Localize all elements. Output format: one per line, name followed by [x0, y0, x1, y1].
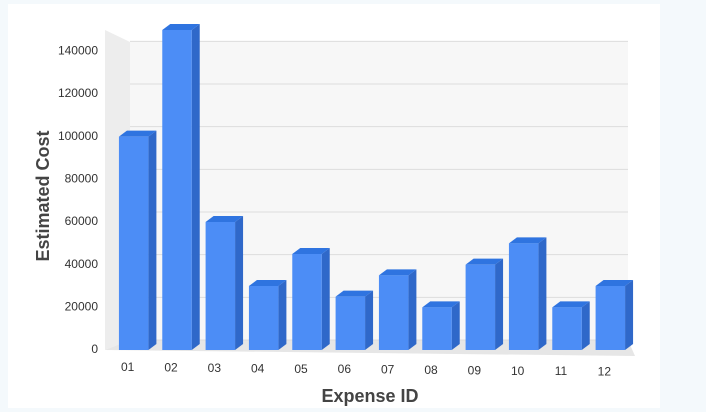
bar-top [118, 130, 157, 137]
x-axis-title: Expense ID [321, 386, 418, 406]
y-tick-label: 40000 [65, 257, 99, 271]
bar-top [162, 24, 200, 30]
x-tick-label: 11 [555, 364, 568, 378]
x-tick-label: 06 [338, 362, 352, 376]
bar [118, 136, 149, 350]
y-tick-label: 100000 [58, 129, 98, 143]
y-tick-label: 80000 [65, 172, 99, 186]
y-tick-label: 0 [91, 342, 98, 356]
bar-side [278, 280, 287, 350]
bar [422, 307, 452, 350]
x-tick-label: 08 [424, 363, 438, 377]
bar [335, 296, 366, 350]
bar [378, 275, 409, 350]
y-tick-label: 120000 [58, 86, 98, 100]
bar [508, 243, 539, 350]
bar [205, 222, 236, 350]
x-tick-label: 02 [164, 361, 178, 375]
x-tick-label: 09 [468, 363, 482, 377]
y-tick-label: 140000 [58, 44, 98, 58]
bar-side [235, 216, 244, 350]
bar [552, 307, 582, 350]
bar-side [408, 269, 417, 350]
bar-side [148, 130, 157, 350]
bar-top [595, 280, 634, 286]
back-wall [130, 42, 628, 340]
x-tick-label: 03 [208, 361, 222, 375]
bar-side [451, 301, 460, 350]
bar-side [581, 301, 590, 350]
bar-top [248, 280, 287, 286]
bar-top [508, 237, 547, 244]
bar-side [321, 248, 330, 350]
x-tick-label: 07 [381, 363, 395, 377]
bar [248, 286, 279, 350]
bar-side [191, 24, 200, 350]
bar-top [292, 248, 330, 254]
bar [292, 254, 322, 350]
bar-top [335, 290, 374, 297]
x-tick-label: 04 [251, 361, 265, 375]
bar-top [552, 301, 590, 308]
x-tick-label: 10 [511, 364, 525, 378]
bar [162, 30, 192, 350]
y-axis-title: Estimated Cost [33, 130, 53, 261]
bar-top [378, 269, 417, 276]
x-tick-label: 05 [294, 362, 308, 376]
bar-top [205, 216, 244, 222]
bar-side [365, 290, 374, 350]
bar-side [538, 237, 547, 350]
y-tick-label: 60000 [65, 214, 99, 228]
bar-side [625, 280, 634, 350]
bar-top [465, 258, 504, 265]
bar-side [495, 258, 504, 350]
bar [465, 264, 496, 350]
bar-top [422, 301, 460, 308]
bar [595, 286, 626, 350]
x-tick-label: 12 [598, 365, 612, 379]
y-tick-label: 20000 [65, 300, 99, 314]
x-tick-label: 01 [121, 360, 135, 374]
